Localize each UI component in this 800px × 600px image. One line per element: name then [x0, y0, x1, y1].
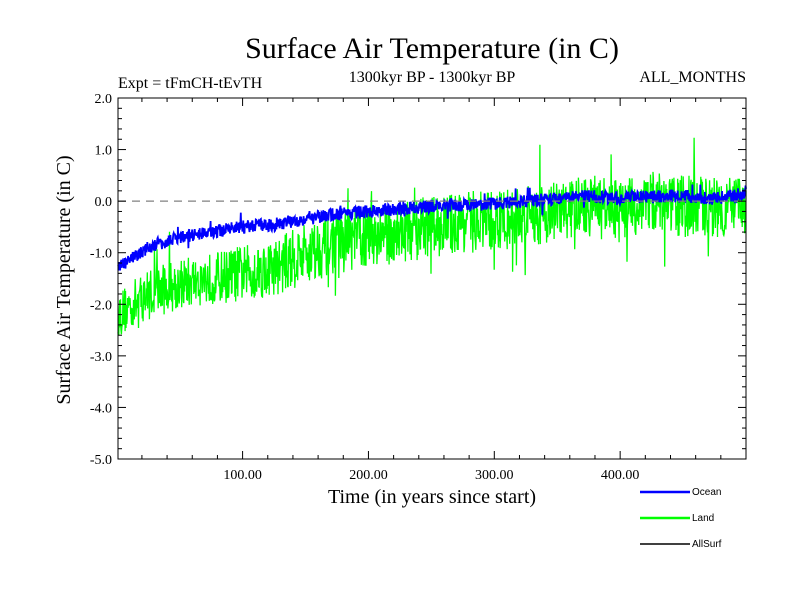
legend: Ocean Land AllSurf: [640, 487, 722, 550]
plot-series: [117, 137, 747, 335]
x-tick-label: 300.00: [475, 468, 514, 483]
plot-frame: [117, 97, 747, 460]
chart-title: Surface Air Temperature (in C): [245, 32, 619, 65]
x-tick-label: 100.00: [223, 468, 262, 483]
legend-label-allsurf: AllSurf: [692, 539, 722, 550]
series-line-land: [117, 137, 747, 335]
series-line-ocean: [117, 184, 747, 271]
x-tick-label: 200.00: [349, 468, 388, 483]
y-tick-label: 1.0: [95, 144, 113, 159]
chart-subtitle-left: Expt = tFmCH-tEvTH: [118, 75, 263, 92]
chart-subtitle-center: 1300kyr BP - 1300kyr BP: [349, 69, 516, 86]
y-tick-label: -1.0: [90, 247, 112, 262]
legend-label-ocean: Ocean: [692, 487, 721, 498]
x-axis: 100.00 200.00 300.00 400.00: [141, 98, 722, 483]
x-axis-label: Time (in years since start): [328, 486, 536, 508]
y-tick-label: -4.0: [90, 401, 112, 416]
chart-subtitle-right: ALL_MONTHS: [639, 69, 746, 86]
x-tick-label: 400.00: [601, 468, 640, 483]
legend-label-land: Land: [692, 513, 714, 524]
y-tick-label: -2.0: [90, 298, 112, 313]
y-axis: -5.0 -4.0 -3.0 -2.0 -1.0 0.0 1.0 2.0: [90, 92, 746, 468]
y-tick-label: -3.0: [90, 350, 112, 365]
y-tick-label: -5.0: [90, 453, 112, 468]
y-axis-label: Surface Air Temperature (in C): [53, 155, 75, 404]
y-tick-label: 2.0: [95, 92, 113, 107]
y-tick-label: 0.0: [95, 195, 113, 210]
